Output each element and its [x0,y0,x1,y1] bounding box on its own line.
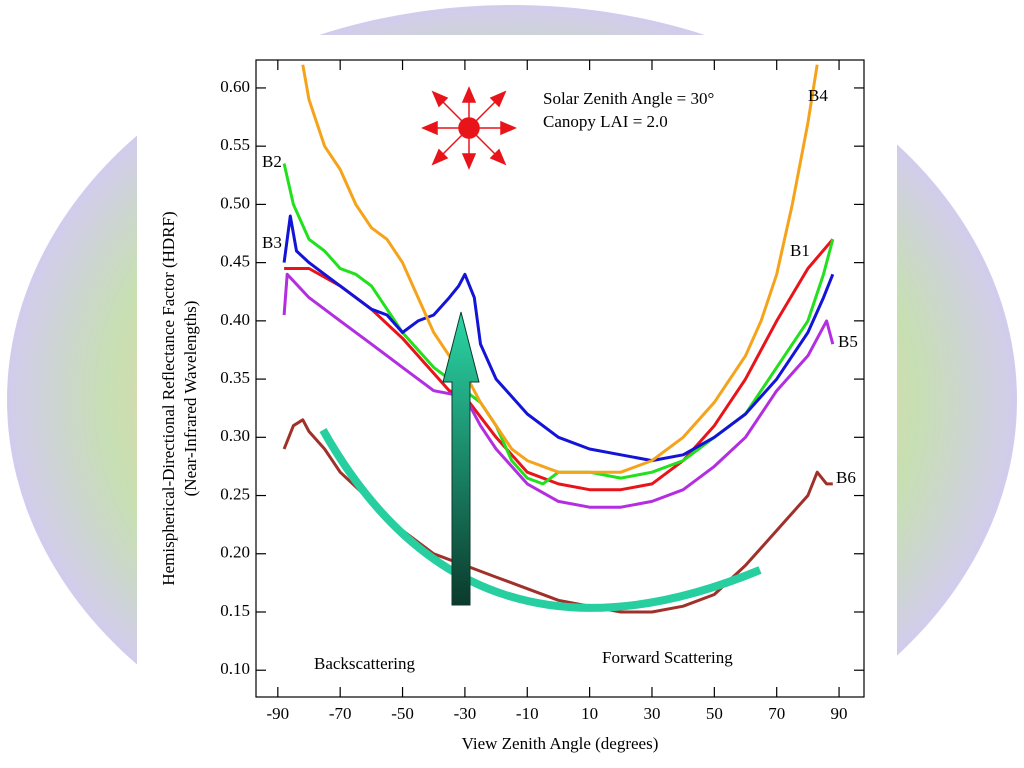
y-axis-title: Hemispherical-Directional Reflectance Fa… [159,211,178,585]
sun-icon [421,86,517,170]
y-axis-title: (Near-Infrared Wavelengths) [181,301,200,497]
x-tick-label: 30 [643,704,660,723]
x-tick-label: 10 [581,704,598,723]
y-tick-label: 0.25 [220,484,250,503]
y-tick-label: 0.15 [220,601,250,620]
series-label: B2 [262,152,282,171]
y-tick-label: 0.50 [220,193,250,212]
x-axis-title: View Zenith Angle (degrees) [462,734,659,753]
y-tick-label: 0.20 [220,543,250,562]
series-line [284,238,834,492]
x-tick-label: -30 [454,704,477,723]
annotation: Forward Scattering [602,648,733,667]
x-tick-label: -70 [329,704,352,723]
y-tick-label: 0.30 [220,426,250,445]
series-label: B5 [838,332,858,351]
series-label: B3 [262,233,282,252]
x-tick-label: -50 [391,704,414,723]
y-tick-label: 0.10 [220,659,250,678]
x-tick-label: 90 [831,704,848,723]
annotation: Solar Zenith Angle = 30° [543,89,714,108]
x-tick-label: 70 [768,704,785,723]
x-tick-label: 50 [706,704,723,723]
series-label: B6 [836,468,856,487]
series-line [301,64,819,474]
y-tick-label: 0.40 [220,310,250,329]
annotation: Canopy LAI = 2.0 [543,112,668,131]
series-label: B4 [808,86,828,105]
y-tick-label: 0.60 [220,77,250,96]
x-tick-label: -90 [266,704,289,723]
y-tick-label: 0.45 [220,252,250,271]
series-line [282,272,835,509]
series-label: B1 [790,241,810,260]
series-line [282,214,835,463]
y-tick-label: 0.35 [220,368,250,387]
annotation: Backscattering [314,654,416,673]
trend-arc [319,428,762,612]
y-tick-label: 0.55 [220,135,250,154]
series-line [282,418,833,614]
increase-arrow [442,311,480,606]
x-tick-label: -10 [516,704,539,723]
chart: -90 -70 -50 -30 -10 10 30 50 70 90 0.10 0.15 0.20 0.2… [159,59,865,753]
